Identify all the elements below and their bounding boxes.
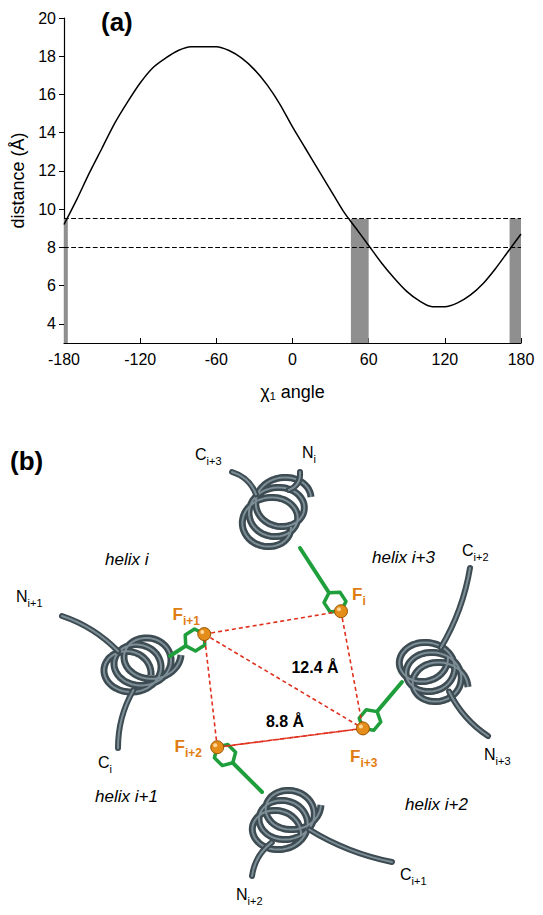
svg-text:Ni+2: Ni+2: [236, 886, 263, 907]
svg-text:180: 180: [508, 351, 535, 368]
svg-text:12: 12: [38, 162, 56, 179]
svg-text:Fi+2: Fi+2: [175, 737, 203, 760]
svg-text:Ci+1: Ci+1: [400, 866, 427, 887]
svg-text:10: 10: [38, 201, 56, 218]
svg-text:(b): (b): [10, 446, 43, 476]
svg-text:0: 0: [288, 351, 297, 368]
svg-text:8.8 Å: 8.8 Å: [266, 712, 305, 730]
svg-text:16: 16: [38, 86, 56, 103]
svg-text:Ci: Ci: [98, 754, 112, 775]
svg-text:helix i: helix i: [105, 550, 150, 569]
svg-text:Fi+3: Fi+3: [350, 747, 378, 770]
svg-text:distance (Å): distance (Å): [8, 132, 28, 228]
svg-text:18: 18: [38, 48, 56, 65]
svg-text:Ni+3: Ni+3: [484, 746, 511, 767]
svg-text:helix i+2: helix i+2: [405, 795, 468, 814]
svg-text:(a): (a): [101, 7, 133, 37]
svg-text:Ci+2: Ci+2: [462, 542, 489, 563]
svg-text:-60: -60: [205, 351, 228, 368]
svg-text:-120: -120: [124, 351, 156, 368]
svg-text:Ni: Ni: [302, 444, 316, 465]
svg-text:12.4 Å: 12.4 Å: [291, 658, 339, 676]
svg-text:120: 120: [431, 351, 458, 368]
svg-text:Ci+3: Ci+3: [195, 446, 222, 467]
svg-text:-180: -180: [48, 351, 80, 368]
svg-text:Ni+1: Ni+1: [16, 588, 43, 609]
svg-text:Fi+1: Fi+1: [173, 605, 201, 628]
svg-text:χ₁ angle: χ₁ angle: [260, 382, 325, 402]
svg-text:helix i+3: helix i+3: [372, 548, 435, 567]
svg-text:Fi: Fi: [352, 585, 366, 608]
svg-text:6: 6: [47, 277, 56, 294]
svg-text:60: 60: [360, 351, 378, 368]
svg-text:14: 14: [38, 124, 56, 141]
svg-text:8: 8: [47, 239, 56, 256]
svg-text:4: 4: [47, 315, 56, 332]
svg-text:helix i+1: helix i+1: [95, 787, 158, 806]
svg-text:20: 20: [38, 10, 56, 27]
